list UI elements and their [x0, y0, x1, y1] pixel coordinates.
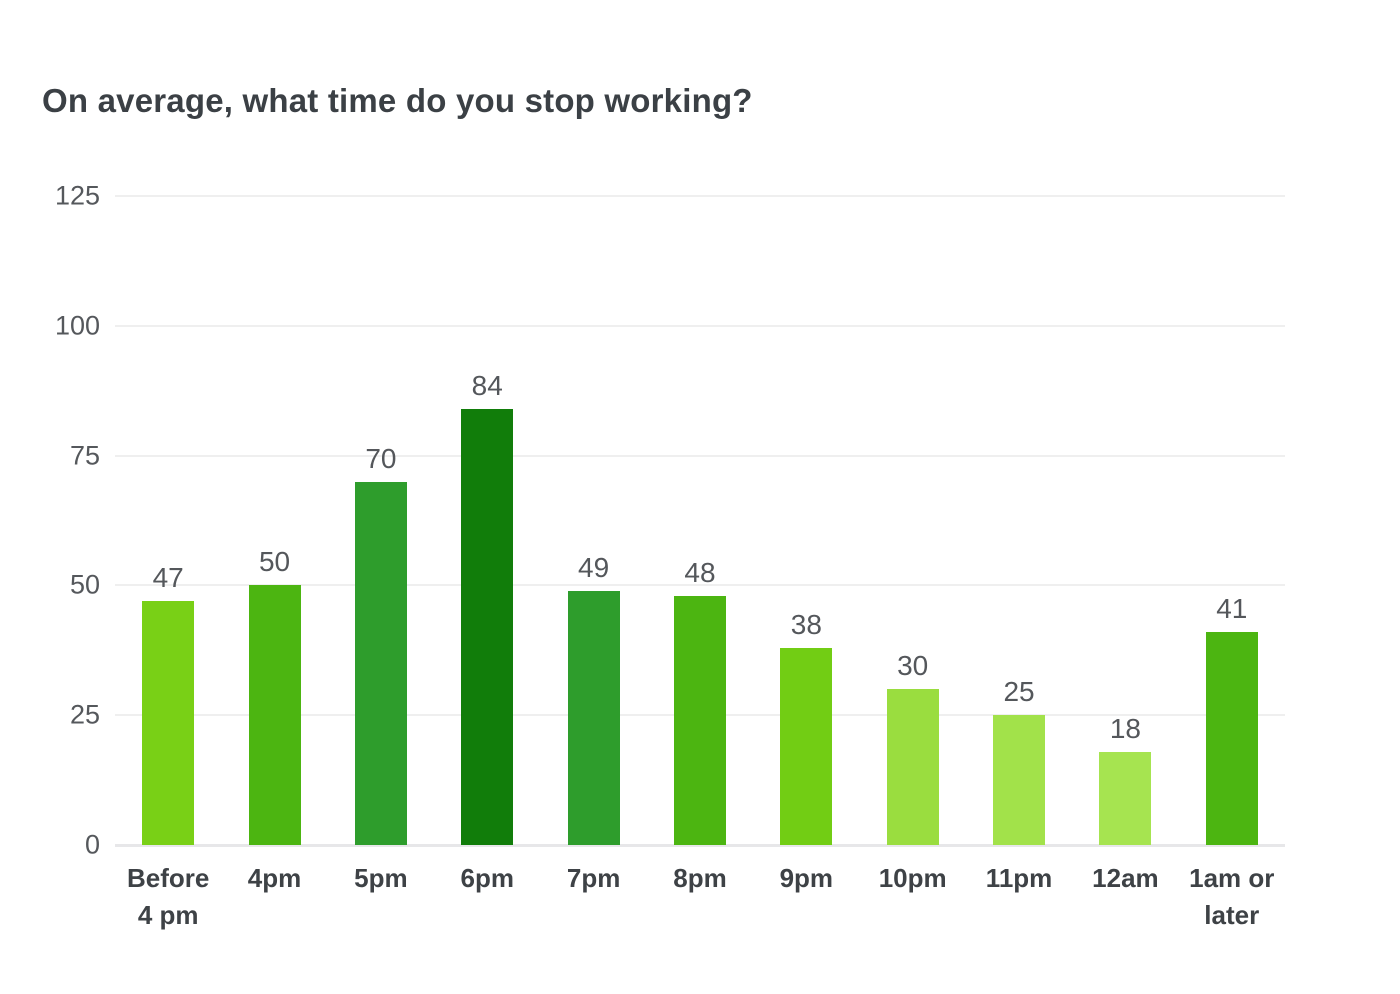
x-axis-category-label: 9pm [779, 863, 834, 893]
bar-value-label: 70 [365, 442, 397, 474]
bar-value-label: 49 [578, 551, 610, 583]
y-axis-tick-label: 125 [54, 180, 100, 211]
bar-value-label: 48 [684, 556, 716, 588]
y-axis-tick-label: 50 [69, 569, 100, 600]
x-axis-category-label: Before 4 pm [126, 863, 210, 930]
x-axis-category-label: 10pm [878, 863, 947, 893]
y-axis-tick-label: 100 [54, 310, 100, 341]
gridline [115, 454, 1285, 457]
bar [354, 481, 407, 845]
x-axis-category-labels: Before 4 pm 4pm 5pm 6pm 7pm 8pm 9pm 10pm 11pm 12a… [115, 860, 1285, 934]
x-axis-category-label: 11pm [985, 863, 1053, 893]
bar-group: 70 [328, 196, 434, 845]
bar-value-label: 18 [1109, 712, 1141, 744]
bar-group: 30 [860, 196, 966, 845]
bar-group: 41 [1179, 196, 1285, 845]
x-axis-category-label: 12am [1092, 863, 1159, 893]
bar-value-label: 25 [1003, 676, 1035, 708]
x-axis-category-label: 6pm [460, 863, 514, 893]
x-axis-category-label: 4pm [247, 863, 302, 893]
bar [248, 585, 301, 845]
x-axis-category-label: 8pm [673, 863, 727, 893]
bars-row: 47 50 70 84 49 48 38 30 25 18 41 [115, 196, 1285, 845]
x-axis-category-label: 7pm [566, 863, 621, 893]
y-axis-tick-label: 25 [69, 699, 100, 730]
bar-value-label: 38 [790, 608, 822, 640]
bar-group: 84 [434, 196, 540, 845]
chart-title: On average, what time do you stop workin… [42, 82, 753, 119]
bar-group: 38 [753, 196, 859, 845]
x-axis-category-label: 5pm [354, 863, 408, 893]
bar-group: 18 [1072, 196, 1178, 845]
y-axis-tick-labels: 0 25 50 75 100 125 [0, 181, 100, 860]
bar [886, 689, 939, 845]
y-axis-tick-label: 0 [84, 829, 100, 860]
y-axis-tick-label: 75 [69, 440, 100, 471]
bar-value-label: 47 [152, 561, 184, 593]
bar-group: 48 [647, 196, 753, 845]
bar [142, 600, 195, 845]
gridline [115, 195, 1285, 197]
x-axis-label-slot: 7pm [540, 860, 646, 934]
bar-value-label: 50 [258, 546, 291, 578]
bar-value-label: 84 [471, 369, 503, 401]
bar [1099, 751, 1152, 845]
x-axis-category-label: 1am or later [1189, 863, 1275, 930]
bar-group: 25 [966, 196, 1072, 845]
bar [780, 647, 833, 845]
x-axis-label-slot: 11pm [966, 860, 1072, 934]
x-axis-label-slot: 9pm [753, 860, 859, 934]
bar-group: 50 [221, 196, 327, 845]
gridline [115, 584, 1285, 587]
x-axis-label-slot: 6pm [434, 860, 540, 934]
plot-area: 47 50 70 84 49 48 38 30 25 18 41 [115, 195, 1285, 847]
bar [1205, 632, 1258, 845]
x-axis-label-slot: 12am [1072, 860, 1178, 934]
gridline [115, 324, 1285, 327]
x-axis-label-slot: Before 4 pm [115, 860, 221, 934]
x-axis-label-slot: 10pm [860, 860, 966, 934]
x-axis-label-slot: 1am or later [1179, 860, 1285, 934]
bar [673, 595, 726, 845]
bar-value-label: 30 [897, 650, 929, 682]
x-axis-label-slot: 8pm [647, 860, 753, 934]
bar [461, 408, 514, 845]
bar [993, 715, 1046, 845]
x-axis-label-slot: 4pm [221, 860, 327, 934]
bar [567, 590, 620, 845]
bar-value-label: 41 [1216, 593, 1248, 625]
bar-group: 47 [115, 196, 221, 845]
bar-group: 49 [540, 196, 646, 845]
x-axis-line [115, 844, 1285, 847]
x-axis-label-slot: 5pm [328, 860, 434, 934]
